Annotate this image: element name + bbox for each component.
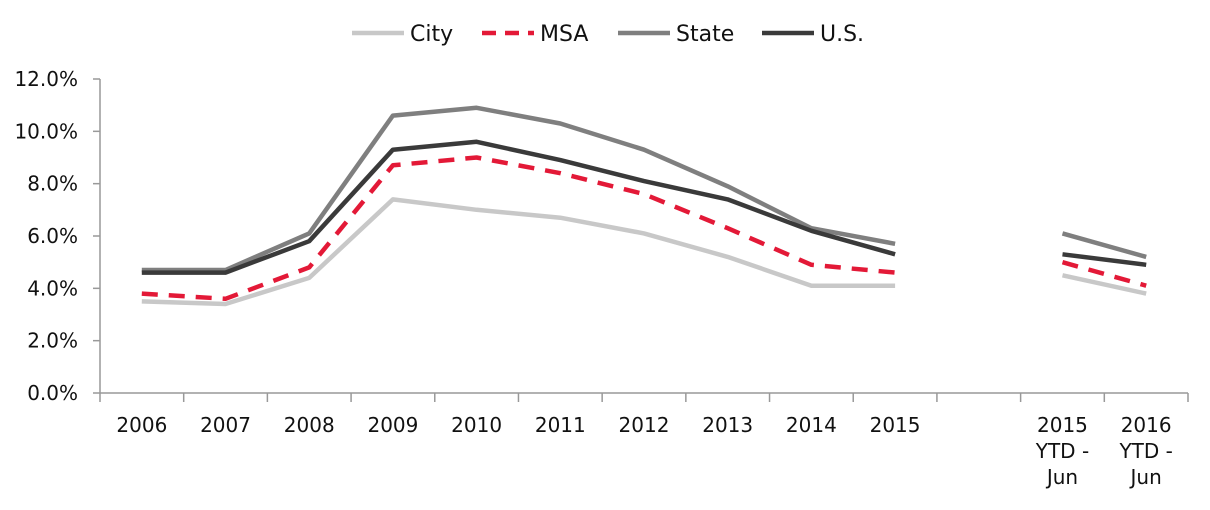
x-tick-label: 2016 YTD -Jun	[1118, 413, 1172, 489]
legend-item-state: State	[618, 22, 734, 47]
series-msa	[141, 155, 1147, 302]
series-line-city	[1062, 273, 1147, 296]
series-line-state	[1061, 231, 1147, 260]
legend-label: State	[676, 22, 734, 47]
series-line-msa	[1061, 260, 1147, 288]
series-line-u-s	[141, 139, 896, 275]
y-tick-label: 6.0%	[27, 224, 78, 248]
y-tick-label: 10.0%	[14, 119, 78, 143]
legend-label: MSA	[540, 22, 588, 47]
x-tick-label: 2014	[786, 413, 837, 437]
legend-label: U.S.	[820, 22, 864, 47]
plot-area	[141, 105, 1147, 307]
x-tick-label: 2015 YTD -Jun	[1035, 413, 1089, 489]
x-tick-label: 2015	[870, 413, 921, 437]
legend-item-msa: MSA	[482, 22, 588, 47]
legend-item-u-s: U.S.	[762, 22, 864, 47]
x-tick-label: 2007	[200, 413, 251, 437]
series-state	[141, 105, 1147, 273]
series-line-u-s	[1062, 252, 1147, 268]
y-tick-label: 12.0%	[14, 67, 78, 91]
series-line-state	[141, 105, 896, 273]
series-city	[141, 197, 1147, 307]
x-tick-label: 2011	[535, 413, 586, 437]
y-axis: 0.0% 2.0% 4.0% 6.0% 8.0% 10.0% 12.0%	[14, 67, 101, 405]
x-tick-label: 2006	[116, 413, 167, 437]
series-line-city	[141, 197, 896, 307]
legend-item-city: City	[352, 22, 453, 47]
x-tick-label: 2008	[284, 413, 335, 437]
y-tick-label: 2.0%	[27, 329, 78, 353]
y-tick-label: 0.0%	[27, 381, 78, 405]
x-tick-label: 2012	[619, 413, 670, 437]
series-u-s	[141, 139, 1147, 275]
y-tick-label: 8.0%	[27, 172, 78, 196]
x-tick-label: 2010	[451, 413, 502, 437]
legend-label: City	[410, 22, 453, 47]
legend: City MSA State U.S.	[352, 22, 864, 47]
y-tick-label: 4.0%	[27, 276, 78, 300]
x-tick-label: 2013	[702, 413, 753, 437]
x-tick-label: 2009	[367, 413, 418, 437]
x-axis: 2006 2007 2008 2009 2010 2011 2012 2013 2014 2015…	[99, 392, 1189, 489]
